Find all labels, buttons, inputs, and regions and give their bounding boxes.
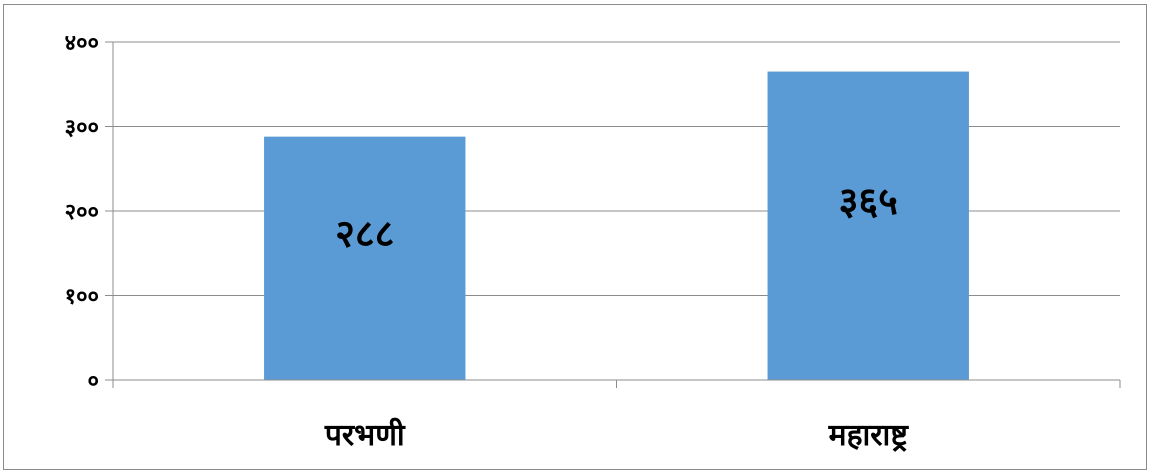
axes: [105, 41, 1121, 388]
bar: [264, 136, 466, 380]
x-category-label: महाराष्ट्र: [828, 418, 910, 453]
y-tick-label: ३००: [65, 116, 99, 141]
y-tick-label: १००: [65, 285, 99, 310]
data-label: २८८: [335, 211, 394, 255]
x-category-label: परभणी: [324, 417, 406, 453]
bars: [264, 71, 969, 380]
labels: ० १०० २०० ३०० ४०० २८८ परभणी ३६५ महाराष्ट्र: [65, 31, 910, 453]
y-tick-label: ०: [88, 369, 99, 394]
y-tick-label: २००: [65, 200, 99, 225]
bar: [767, 71, 969, 380]
data-label: ३६५: [839, 179, 898, 223]
y-tick-label: ४००: [65, 31, 99, 56]
